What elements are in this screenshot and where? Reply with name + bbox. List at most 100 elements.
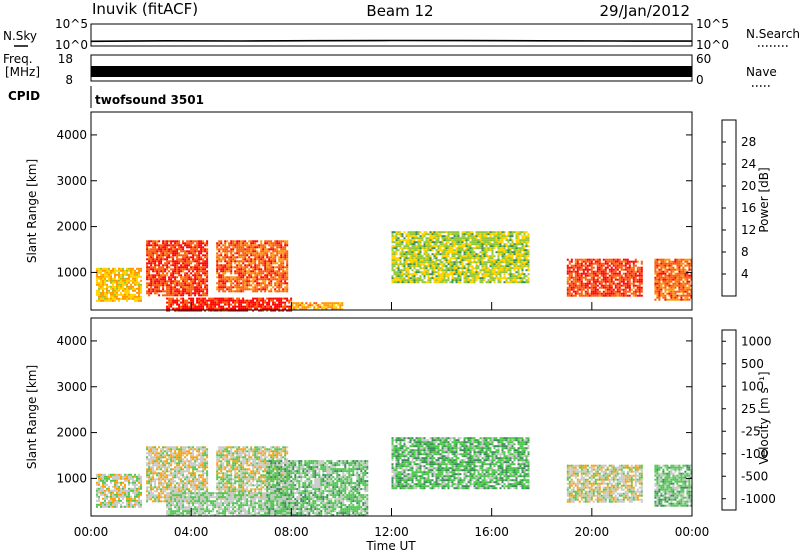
- scatter-cell: [601, 265, 603, 267]
- scatter-cell: [202, 294, 204, 296]
- scatter-cell: [670, 263, 672, 265]
- scatter-cell: [134, 486, 136, 488]
- scatter-cell: [611, 271, 613, 273]
- scatter-cell: [613, 271, 615, 273]
- scatter-cell: [110, 498, 112, 500]
- scatter-cell: [230, 284, 232, 286]
- scatter-cell: [633, 283, 635, 285]
- scatter-cell: [266, 302, 268, 304]
- scatter-cell: [170, 272, 172, 274]
- scatter-cell: [408, 249, 410, 251]
- scatter-cell: [506, 249, 508, 251]
- scatter-cell: [524, 281, 526, 283]
- scatter-cell: [524, 233, 526, 235]
- scatter-cell: [442, 263, 444, 265]
- scatter-cell: [492, 273, 494, 275]
- scatter-cell: [150, 292, 152, 294]
- scatter-cell: [202, 298, 204, 300]
- scatter-cell: [597, 277, 599, 279]
- scatter-cell: [188, 260, 190, 262]
- scatter-cell: [186, 274, 188, 276]
- scatter-cell: [220, 248, 222, 250]
- scatter-cell: [286, 286, 288, 288]
- scatter-cell: [573, 283, 575, 285]
- scatter-cell: [575, 291, 577, 293]
- scatter-cell: [394, 255, 396, 257]
- scatter-cell: [246, 244, 248, 246]
- scatter-cell: [512, 275, 514, 277]
- scatter-cell: [516, 241, 518, 243]
- scatter-cell: [474, 257, 476, 259]
- scatter-cell: [424, 261, 426, 263]
- scatter-cell: [280, 298, 282, 300]
- scatter-cell: [132, 482, 134, 484]
- scatter-cell: [290, 300, 292, 302]
- scatter-cell: [426, 241, 428, 243]
- scatter-cell: [494, 281, 496, 283]
- scatter-cell: [575, 281, 577, 283]
- scatter-cell: [402, 279, 404, 281]
- scatter-cell: [432, 249, 434, 251]
- scatter-cell: [136, 272, 138, 274]
- scatter-cell: [230, 308, 232, 310]
- scatter-cell: [204, 278, 206, 280]
- scatter-cell: [110, 292, 112, 294]
- scatter-cell: [416, 257, 418, 259]
- scatter-cell: [422, 239, 424, 241]
- scatter-cell: [202, 242, 204, 244]
- scatter-cell: [587, 281, 589, 283]
- scatter-cell: [280, 290, 282, 292]
- scatter-cell: [613, 275, 615, 277]
- scatter-cell: [587, 261, 589, 263]
- scatter-cell: [186, 308, 188, 310]
- scatter-cell: [478, 259, 480, 261]
- scatter-cell: [152, 262, 154, 264]
- scatter-cell: [404, 245, 406, 247]
- scatter-cell: [498, 281, 500, 283]
- scatter-cell: [639, 279, 641, 281]
- scatter-cell: [126, 506, 128, 508]
- scatter-cell: [122, 272, 124, 274]
- scatter-cell: [520, 279, 522, 281]
- scatter-cell: [412, 263, 414, 265]
- scatter-cell: [154, 264, 156, 266]
- scatter-cell: [581, 295, 583, 297]
- scatter-cell: [450, 239, 452, 241]
- scatter-cell: [156, 272, 158, 274]
- scatter-cell: [573, 267, 575, 269]
- scatter-cell: [138, 286, 140, 288]
- scatter-cell: [190, 292, 192, 294]
- scatter-cell: [394, 245, 396, 247]
- scatter-cell: [112, 486, 114, 488]
- scatter-cell: [666, 289, 668, 291]
- scatter-cell: [442, 253, 444, 255]
- scatter-cell: [158, 280, 160, 282]
- scatter-cell: [280, 300, 282, 302]
- scatter-cell: [688, 263, 690, 265]
- scatter-cell: [246, 300, 248, 302]
- scatter-cell: [222, 282, 224, 284]
- scatter-cell: [178, 262, 180, 264]
- scatter-cell: [234, 258, 236, 260]
- scatter-cell: [230, 252, 232, 254]
- scatter-cell: [581, 275, 583, 277]
- scatter-cell: [422, 255, 424, 257]
- scatter-cell: [242, 288, 244, 290]
- scatter-cell: [138, 270, 140, 272]
- scatter-cell: [246, 288, 248, 290]
- scatter-cell: [102, 494, 104, 496]
- scatter-cell: [577, 261, 579, 263]
- scatter-cell: [218, 276, 220, 278]
- scatter-cell: [198, 294, 200, 296]
- scatter-cell: [430, 267, 432, 269]
- scatter-cell: [392, 239, 394, 241]
- scatter-cell: [228, 258, 230, 260]
- scatter-cell: [150, 256, 152, 258]
- scatter-cell: [156, 258, 158, 260]
- scatter-cell: [633, 287, 635, 289]
- scatter-cell: [440, 259, 442, 261]
- scatter-cell: [120, 274, 122, 276]
- scatter-cell: [264, 290, 266, 292]
- scatter-cell: [266, 276, 268, 278]
- scatter-cell: [512, 281, 514, 283]
